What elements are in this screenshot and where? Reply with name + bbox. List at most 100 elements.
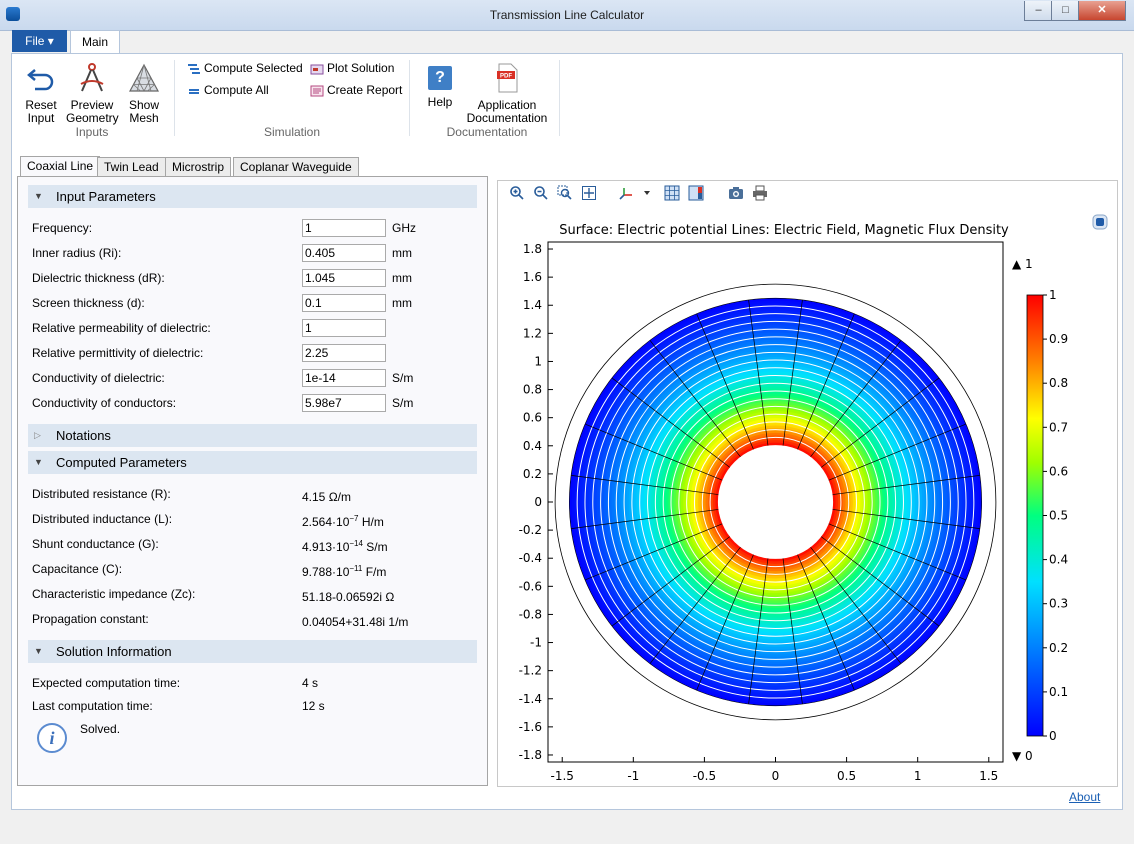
zoom-out-button[interactable] [532,185,550,203]
minimize-button[interactable]: – [1024,1,1053,21]
tab-coplanar-waveguide[interactable]: Coplanar Waveguide [233,157,359,176]
electric-field-line [748,558,769,705]
app-doc-label-2: Documentation [466,111,548,125]
compute-selected-button[interactable]: Compute Selected [187,59,303,77]
section-title: Input Parameters [56,189,156,204]
screenshot-button[interactable] [727,185,745,203]
file-menu-tab[interactable]: File ▾ [12,30,67,52]
input-field[interactable] [302,219,386,237]
print-icon [753,185,767,201]
electric-field-line [611,536,731,627]
axis-orientation-button[interactable] [618,185,652,203]
compute-selected-icon [188,63,200,74]
electric-field-line [810,340,902,458]
show-mesh-button[interactable]: Show Mesh [124,62,164,125]
y-tick-label: -0.8 [519,607,542,621]
input-label: Inner radius (Ri): [32,246,122,260]
value-base: 51.18-0.06592i Ω [302,590,395,604]
x-tick-label: 0 [772,769,780,783]
zoom-extents-button[interactable] [580,185,598,203]
input-field[interactable] [302,294,386,312]
input-field[interactable] [302,269,386,287]
help-icon: ? [428,66,452,90]
preview-geometry-button[interactable]: Preview Geometry [66,62,119,125]
reset-icon [27,69,54,91]
status-bar [0,812,1134,844]
status-message: Solved. [80,722,121,736]
compute-all-button[interactable]: Compute All [187,81,269,99]
input-parameters-section[interactable]: ▼ Input Parameters [28,185,477,208]
y-tick-label: -0.2 [519,523,542,537]
magnetic-flux-line [670,398,881,606]
about-link[interactable]: About [1069,790,1101,804]
electric-field-line [828,523,967,581]
mesh-label-2: Mesh [129,111,159,125]
plot-settings-button[interactable] [1092,214,1108,230]
create-report-button[interactable]: Create Report [310,81,402,99]
y-tick-label: 0.2 [523,467,542,481]
y-tick-label: 0.8 [523,383,542,397]
electric-field-line [782,299,803,446]
colorbar-tick-label: 0.8 [1049,376,1068,390]
close-button[interactable]: ✕ [1078,1,1126,21]
grid-toggle-button[interactable] [663,185,681,203]
x-tick-label: -1 [627,769,639,783]
x-tick-label: 0.5 [837,769,856,783]
computed-label: Propagation constant: [32,612,149,626]
colorbar-tick-label: 0.1 [1049,685,1068,699]
solution-information-section[interactable]: ▼ Solution Information [28,640,477,663]
mesh-icon [128,63,160,92]
value-base: 4.913·10 [302,540,350,554]
colorbar-tick-label: 0.6 [1049,464,1068,478]
colorbar-max-marker: ▲ 1 [1012,257,1033,271]
print-button[interactable] [751,185,769,203]
tab-microstrip[interactable]: Microstrip [165,157,232,176]
electric-field-line [832,475,980,495]
magnetic-flux-line [592,320,959,684]
electric-field-line [696,554,754,691]
input-label: Frequency: [32,221,93,235]
computed-value: 51.18-0.06592i Ω [302,585,395,604]
reset-label-1: Reset [25,98,57,112]
y-tick-label: 1.6 [523,270,542,284]
input-field[interactable] [302,244,386,262]
mesh-label-1: Show [128,98,160,112]
tab-twin-lead[interactable]: Twin Lead [97,157,166,176]
main-ribbon-tab[interactable]: Main [70,30,120,54]
tab-coaxial-line[interactable]: Coaxial Line [20,156,101,177]
plot-solution-button[interactable]: Plot Solution [310,59,394,77]
app-doc-label-1: Application [477,98,537,112]
plot-canvas[interactable]: Surface: Electric potential Lines: Elect… [498,206,1114,784]
collapse-arrow-icon: ▼ [34,646,43,656]
magnetic-flux-line [686,413,865,591]
application-documentation-button[interactable]: PDF Application Documentation [464,62,550,125]
value-base: 9.788·10 [302,565,350,579]
colorbar-tick-label: 0.2 [1049,641,1068,655]
zoom-box-button[interactable] [556,185,574,203]
maximize-button[interactable]: □ [1051,1,1080,21]
input-field[interactable] [302,369,386,387]
pdf-icon: PDF [497,63,518,93]
magnetic-flux-line [678,405,873,599]
compute-all-icon [189,88,199,94]
input-label: Screen thickness (d): [32,296,145,310]
computed-label: Shunt conductance (G): [32,537,159,551]
input-field[interactable] [302,319,386,337]
input-field[interactable] [302,394,386,412]
input-field[interactable] [302,344,386,362]
x-tick-label: 1.5 [979,769,998,783]
notations-section[interactable]: ▷ Notations [28,424,477,447]
value-unit: H/m [358,515,384,529]
legend-toggle-button[interactable] [687,185,705,203]
help-label: Help [427,95,453,109]
app-icon [6,7,20,21]
computed-value: 4.15 Ω/m [302,485,351,504]
input-unit: GHz [392,221,416,235]
camera-icon [729,187,743,199]
reset-input-button[interactable]: Reset Input [22,62,60,125]
collapse-arrow-icon: ▼ [34,457,43,467]
help-button[interactable]: ? Help [422,62,458,109]
zoom-in-button[interactable] [508,185,526,203]
computed-parameters-section[interactable]: ▼ Computed Parameters [28,451,477,474]
y-tick-label: 1 [534,354,542,368]
